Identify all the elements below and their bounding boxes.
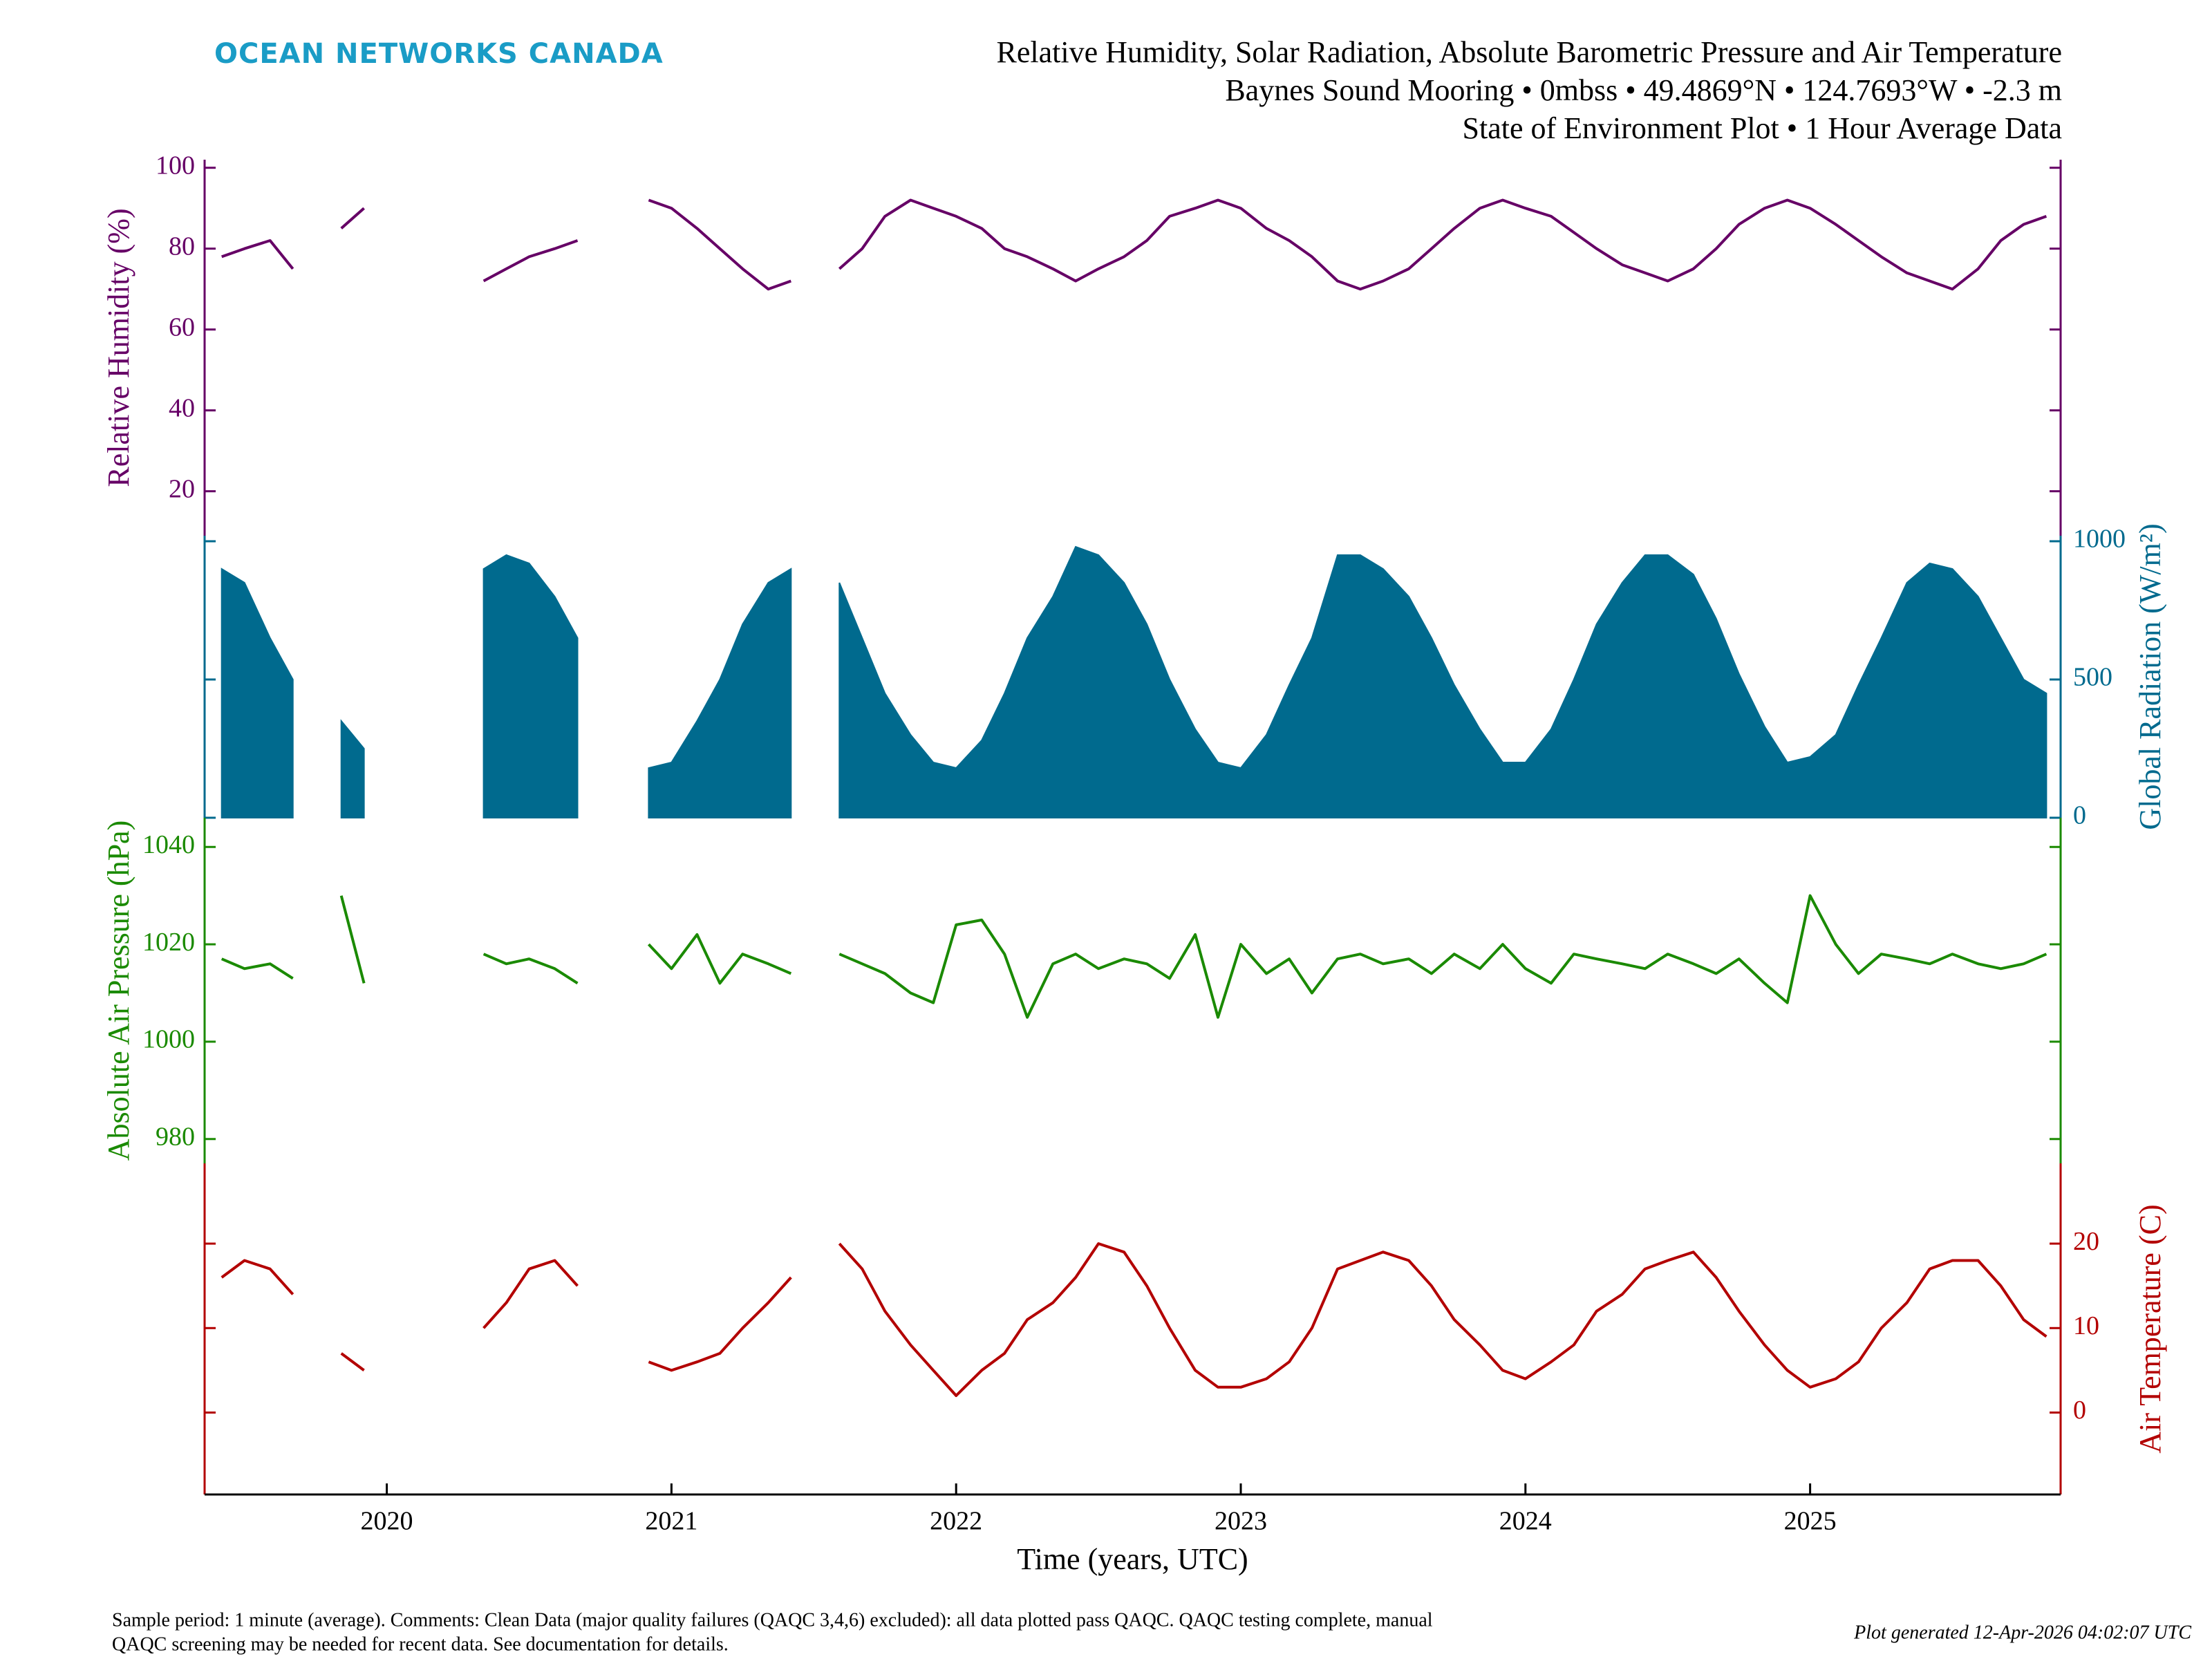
- data-line: [221, 894, 2047, 1019]
- y-tick-label: 20: [169, 474, 195, 503]
- x-tick-label: 2023: [1215, 1507, 1267, 1536]
- y-axis-label: Air Temperature (C): [2133, 1204, 2167, 1453]
- x-tick-label: 2020: [361, 1507, 413, 1536]
- y-tick-label: 0: [2073, 1396, 2086, 1425]
- footnote: QAQC screening may be needed for recent …: [112, 1633, 729, 1655]
- data-line: [221, 1242, 2047, 1397]
- y-tick-label: 40: [169, 393, 195, 422]
- y-axis-label: Relative Humidity (%): [102, 208, 135, 487]
- y-tick-label: 1000: [142, 1025, 195, 1054]
- y-tick-label: 1040: [142, 830, 195, 859]
- y-tick-label: 10: [2073, 1311, 2099, 1340]
- x-tick-label: 2021: [645, 1507, 697, 1536]
- x-tick-label: 2022: [930, 1507, 982, 1536]
- subtitle: Baynes Sound Mooring • 0mbss • 49.4869°N…: [1225, 73, 2062, 107]
- data-line: [221, 198, 2047, 291]
- x-axis-label: Time (years, UTC): [1017, 1542, 1248, 1576]
- logo: OCEAN NETWORKS CANADA: [214, 38, 664, 70]
- y-tick-label: 20: [2073, 1227, 2099, 1256]
- y-tick-label: 1000: [2073, 525, 2126, 554]
- y-axis-label: Global Radiation (W/m²): [2133, 523, 2167, 830]
- generated-note: Plot generated 12-Apr-2026 04:02:07 UTC: [1853, 1622, 2191, 1643]
- y-tick-label: 980: [156, 1123, 195, 1152]
- footnote: Sample period: 1 minute (average). Comme…: [112, 1609, 1433, 1631]
- y-tick-label: 500: [2073, 663, 2112, 692]
- chart-title: Relative Humidity, Solar Radiation, Abso…: [997, 35, 2062, 69]
- y-tick-label: 60: [169, 312, 195, 341]
- x-tick-label: 2025: [1784, 1507, 1837, 1536]
- y-tick-label: 80: [169, 232, 195, 261]
- y-tick-label: 100: [156, 151, 195, 180]
- y-tick-label: 0: [2073, 801, 2086, 830]
- y-tick-label: 1020: [142, 928, 195, 957]
- data-area: [221, 545, 2047, 818]
- subtitle: State of Environment Plot • 1 Hour Avera…: [1463, 111, 2063, 145]
- y-axis-label: Absolute Air Pressure (hPa): [102, 821, 135, 1161]
- x-tick-label: 2024: [1499, 1507, 1552, 1536]
